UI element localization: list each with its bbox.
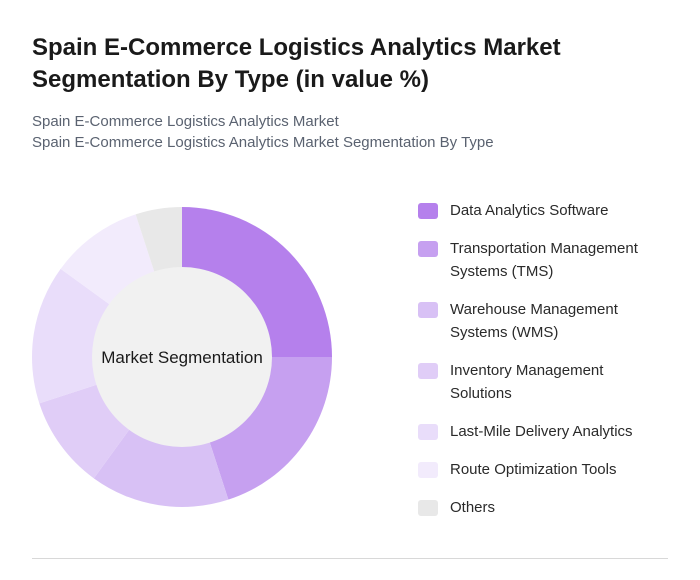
- legend-label: Warehouse Management Systems (WMS): [450, 301, 618, 341]
- legend: Data Analytics Software Transportation Ma…: [418, 199, 668, 534]
- legend-item: Warehouse Management Systems (WMS): [418, 298, 668, 344]
- legend-label: Route Optimization Tools: [450, 461, 617, 478]
- divider: [32, 558, 668, 559]
- legend-swatch: [418, 363, 438, 379]
- legend-swatch: [418, 241, 438, 257]
- donut-hole: [92, 267, 272, 447]
- legend-swatch: [418, 302, 438, 318]
- legend-item: Data Analytics Software: [418, 199, 668, 222]
- legend-label: Inventory Management Solutions: [450, 362, 604, 402]
- legend-swatch: [418, 500, 438, 516]
- legend-label: Others: [450, 499, 496, 516]
- donut-chart: Market Segmentation: [32, 207, 332, 507]
- legend-item: Transportation Management Systems (TMS): [418, 237, 668, 283]
- legend-label: Transportation Management Systems (TMS): [450, 240, 638, 280]
- legend-item: Last-Mile Delivery Analytics: [418, 420, 668, 443]
- legend-label: Data Analytics Software: [450, 202, 609, 219]
- legend-swatch: [418, 462, 438, 478]
- legend-item: Others: [418, 496, 668, 519]
- legend-swatch: [418, 203, 438, 219]
- subtitle: Spain E-Commerce Logistics Analytics Mar…: [32, 134, 494, 151]
- center-label: Market Segmentation: [101, 348, 263, 367]
- subtitle: Spain E-Commerce Logistics Analytics Mar…: [32, 113, 339, 130]
- chart-title: Spain E-Commerce Logistics Analytics Mar…: [32, 34, 561, 93]
- legend-item: Inventory Management Solutions: [418, 359, 668, 405]
- legend-swatch: [418, 424, 438, 440]
- legend-label: Last-Mile Delivery Analytics: [450, 423, 633, 440]
- legend-item: Route Optimization Tools: [418, 458, 668, 481]
